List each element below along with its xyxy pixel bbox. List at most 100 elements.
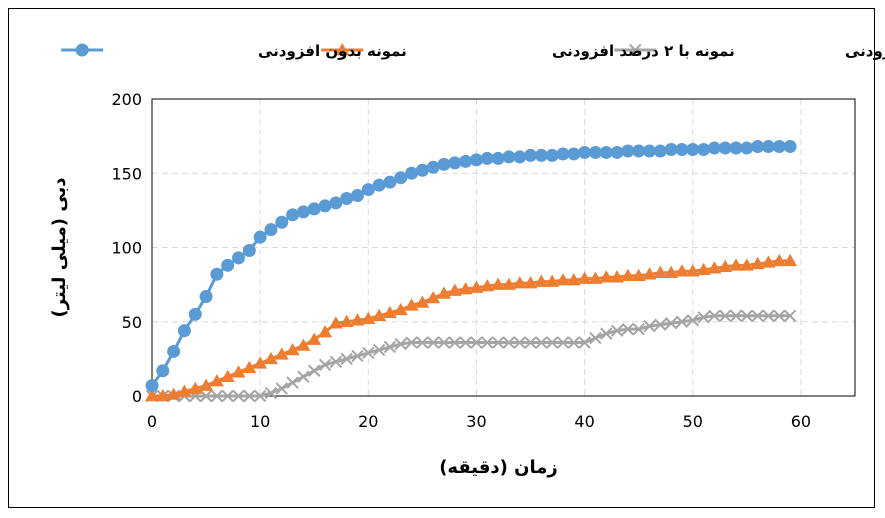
series-circle	[145, 140, 797, 393]
data-point-x	[372, 343, 386, 357]
tick-labels: 0 50 100 150 200 0 10 20 30 40 50 60	[111, 90, 811, 431]
data-point-x	[535, 336, 548, 349]
data-point-circle	[578, 145, 592, 159]
data-point-triangle	[729, 258, 744, 271]
x-axis-title: زمان (دقیقه)	[439, 457, 558, 478]
data-point-x	[405, 336, 418, 349]
data-point-x	[610, 324, 624, 337]
data-point-circle	[751, 140, 765, 154]
data-point-x	[643, 319, 656, 333]
data-point-x	[286, 376, 299, 389]
data-point-x	[221, 389, 234, 403]
data-point-triangle	[469, 280, 484, 293]
data-point-x	[751, 309, 764, 323]
data-point-circle	[524, 148, 538, 162]
data-point-x	[567, 336, 581, 349]
data-point-x	[275, 382, 288, 395]
data-point-triangle	[491, 277, 506, 290]
data-point-triangle	[599, 270, 614, 283]
data-point-triangle	[534, 274, 549, 287]
data-point-circle	[459, 154, 473, 168]
data-point-circle	[405, 166, 419, 180]
data-point-triangle	[685, 264, 700, 277]
data-point-x	[416, 336, 429, 349]
data-point-circle	[383, 175, 397, 189]
data-point-triangle	[318, 325, 333, 338]
data-point-circle	[664, 142, 678, 156]
data-point-x	[708, 309, 721, 323]
data-point-triangle	[350, 313, 365, 326]
data-point-triangle	[285, 342, 300, 356]
data-point-x	[719, 309, 732, 323]
data-point-triangle	[242, 360, 257, 374]
data-point-legend	[629, 43, 642, 57]
series-line	[150, 145, 791, 387]
series-triangle	[145, 253, 798, 402]
data-point-triangle	[437, 286, 452, 299]
data-point-triangle	[664, 265, 679, 278]
data-point-circle	[621, 144, 635, 158]
data-point-triangle	[307, 332, 322, 345]
data-point-triangle	[566, 273, 581, 286]
data-point-circle	[437, 157, 451, 171]
legend-item: نمونه با ۵ درصد افزودنی	[614, 42, 885, 60]
data-point-x	[513, 336, 526, 349]
legend-item: نمونه با ۲ درصد افزودنی	[321, 42, 735, 60]
data-point-x	[329, 355, 343, 369]
data-point-circle	[415, 163, 429, 177]
legend-label: نمونه با ۵ درصد افزودنی	[845, 42, 885, 60]
data-point-legend	[75, 43, 89, 57]
data-point-circle	[145, 379, 159, 393]
data-point-circle	[469, 153, 483, 167]
data-point-circle	[177, 324, 191, 338]
data-point-x	[502, 336, 516, 349]
data-point-circle	[534, 148, 548, 162]
data-point-triangle	[155, 389, 170, 402]
data-point-circle	[275, 215, 289, 229]
data-point-x	[556, 336, 570, 349]
x-tick-label: 0	[147, 412, 157, 431]
data-point-triangle	[772, 253, 787, 267]
data-point-x	[578, 336, 591, 349]
data-point-triangle	[231, 365, 246, 378]
data-point-triangle	[783, 253, 798, 267]
data-point-triangle	[674, 264, 689, 277]
data-point-triangle	[177, 384, 192, 397]
data-point-x	[264, 386, 278, 400]
data-point-circle	[643, 144, 657, 158]
data-point-circle	[772, 140, 786, 154]
data-point-triangle	[166, 387, 181, 400]
data-point-x	[394, 337, 407, 351]
data-point-triangle	[393, 302, 408, 316]
data-point-triangle	[328, 316, 343, 329]
data-point-triangle	[696, 262, 711, 276]
data-point-circle	[232, 251, 246, 265]
data-point-triangle	[620, 268, 635, 281]
data-point-circle	[394, 171, 408, 185]
data-point-circle	[329, 196, 343, 210]
x-tick-label: 20	[358, 412, 378, 431]
data-point-x	[459, 336, 472, 349]
data-point-triangle	[739, 258, 754, 271]
data-point-triangle	[188, 381, 203, 394]
data-point-circle	[707, 141, 721, 155]
data-point-triangle	[253, 356, 268, 369]
data-point-triangle	[761, 255, 776, 268]
series-line	[152, 259, 791, 398]
data-point-x	[773, 309, 786, 323]
x-tick-label: 50	[683, 412, 703, 431]
data-point-circle	[448, 156, 462, 170]
data-point-x	[545, 336, 559, 349]
data-point-circle	[567, 147, 581, 161]
data-point-circle	[653, 144, 667, 158]
legend: نمونه با ۵ درصد افزودنی نمونه با ۲ درصد ا…	[61, 42, 885, 60]
data-point-triangle	[523, 276, 538, 289]
data-point-x	[654, 318, 667, 331]
data-point-x	[664, 317, 678, 330]
data-point-triangle	[512, 276, 527, 289]
data-point-circle	[242, 243, 256, 257]
data-point-x	[232, 389, 245, 403]
data-point-circle	[426, 160, 440, 174]
data-point-x	[600, 327, 613, 340]
data-point-x	[297, 370, 310, 383]
